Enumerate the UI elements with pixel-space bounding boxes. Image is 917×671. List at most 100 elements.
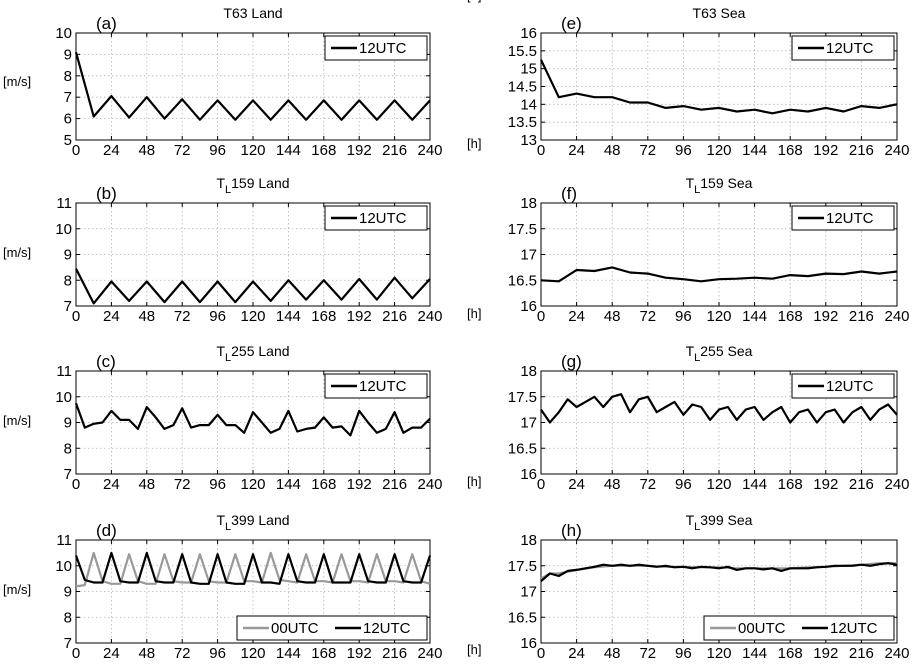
title-prefix: T [686, 512, 695, 528]
chart-panel-8: 0 24 48 72 96 120 144 168 192 216 240 16 16.5 17 17.5 1… [467, 512, 910, 662]
legend: 00UTC 12UTC [236, 615, 428, 641]
x-tick-label: 96 [675, 645, 692, 662]
legend-entry: 12UTC [359, 210, 407, 227]
title-subscript: L [694, 352, 700, 364]
x-tick-label: 24 [568, 308, 585, 325]
chart-panel-2: 0 24 48 72 96 120 144 168 192 216 240 7 8 9 10 11 TL159 … [3, 175, 443, 325]
x-tick-label: 0 [72, 645, 80, 662]
y-tick-label: 7 [64, 298, 72, 315]
x-tick-label: 0 [537, 476, 545, 493]
x-tick-label: 240 [884, 142, 909, 159]
x-tick-label: 24 [103, 142, 120, 159]
y-tick-label: 8 [64, 609, 72, 626]
y-tick-label: 9 [64, 415, 72, 432]
x-tick-label: 120 [240, 476, 265, 493]
x-tick-label: 48 [138, 142, 155, 159]
y-tick-label: 16 [520, 298, 537, 315]
series-line-12utc [74, 551, 432, 585]
x-tick-label: 192 [347, 142, 372, 159]
x-axis-label: [h] [467, 136, 481, 151]
x-tick-label: 144 [742, 645, 767, 662]
title-rest: 159 Land [231, 175, 289, 191]
panel-title: TL399 Sea [686, 512, 753, 533]
chart-panel-4: 0 24 48 72 96 120 144 168 192 216 2407891011TL399 … [3, 0, 481, 662]
title-rest: 399 Land [231, 512, 289, 528]
legend-entry: 12UTC [359, 378, 407, 395]
y-tick-label: 11 [56, 532, 72, 549]
x-tick-label: 120 [706, 645, 731, 662]
x-tick-label: 192 [813, 308, 838, 325]
y-tick-label: 16.5 [508, 272, 537, 289]
x-tick-label: 240 [884, 645, 909, 662]
title-rest: 159 Sea [700, 175, 752, 191]
x-tick-label: 144 [742, 142, 767, 159]
y-axis-label: [m/s] [3, 245, 31, 260]
x-tick-label: 144 [742, 308, 767, 325]
x-tick-label: 0 [537, 645, 545, 662]
legend-entry: 12UTC [826, 378, 874, 395]
chart-panel-6: 0 24 48 72 96 120 144 168 192 216 240 16 16.5 17 17.5 1… [467, 175, 910, 325]
y-tick-label: 10 [55, 389, 72, 406]
x-tick-label: 192 [813, 645, 838, 662]
y-tick-label: 15.5 [508, 43, 537, 60]
x-axis-label: [h] [467, 306, 481, 321]
x-tick-label: 216 [849, 476, 874, 493]
x-tick-label: 168 [778, 476, 803, 493]
x-tick-label: 24 [103, 645, 120, 662]
y-tick-label: 7 [64, 635, 72, 652]
x-tick-label: 72 [639, 308, 656, 325]
x-tick-label: 72 [174, 476, 191, 493]
title-rest: T63 Land [223, 5, 282, 21]
title-subscript: L [225, 521, 231, 533]
y-tick-label: 14 [520, 96, 537, 113]
y-tick-label: 10 [55, 25, 72, 42]
y-tick-label: 16 [520, 635, 537, 652]
panel-label: (d) [96, 521, 117, 540]
title-rest: T63 Sea [693, 5, 746, 21]
title-prefix: T [216, 343, 225, 359]
x-axis-label: [h] [467, 642, 481, 657]
y-tick-label: 11 [56, 195, 72, 212]
panel-title: TL399 Land [216, 512, 289, 533]
panel-label: (h) [561, 521, 582, 540]
x-tick-label: 72 [174, 308, 191, 325]
title-rest: 399 Sea [700, 512, 752, 528]
title-prefix: T [686, 175, 695, 191]
x-tick-label: 240 [417, 476, 442, 493]
x-tick-label: 24 [103, 476, 120, 493]
x-tick-label: 72 [174, 142, 191, 159]
x-tick-label: 72 [174, 645, 191, 662]
y-axis-label: [m/s] [3, 74, 31, 89]
series-line-12utc [540, 266, 898, 283]
x-tick-label: 216 [849, 645, 874, 662]
panel-title: T63 Sea [693, 5, 746, 21]
x-tick-label: 120 [240, 645, 265, 662]
y-tick-label: 9 [64, 46, 72, 63]
y-tick-label: 18 [520, 363, 537, 380]
panel-label: (b) [96, 184, 117, 203]
x-tick-label: 240 [884, 476, 909, 493]
legend-entry: 12UTC [826, 210, 874, 227]
chart-panel-7: 0 24 48 72 96 120 144 168 192 216 240 16 16.5 17 17.5 1… [467, 343, 910, 493]
x-tick-label: 24 [568, 476, 585, 493]
x-tick-label: 96 [675, 308, 692, 325]
panel-title: TL255 Sea [686, 343, 753, 364]
x-tick-label: 216 [382, 308, 407, 325]
y-tick-label: 16 [520, 25, 537, 42]
x-tick-label: 72 [639, 142, 656, 159]
y-tick-label: 18 [520, 532, 537, 549]
panel-label: (a) [96, 14, 117, 33]
y-tick-label: 11 [56, 363, 72, 380]
legend-entry: 12UTC [359, 40, 407, 57]
panel-title: TL159 Land [216, 175, 289, 196]
x-tick-label: 192 [813, 142, 838, 159]
x-tick-label: 120 [706, 142, 731, 159]
y-tick-label: 16 [520, 466, 537, 483]
x-tick-label: 0 [72, 142, 80, 159]
series-line-12utc [540, 393, 898, 424]
y-tick-label: 8 [64, 440, 72, 457]
x-tick-label: 144 [276, 308, 301, 325]
x-tick-label: 72 [639, 645, 656, 662]
chart-panel-1: 0 24 48 72 96 120 144 168 192 216 240 5 6 7 8 9 10 T63 La… [3, 5, 443, 159]
x-axis-label: [h] [467, 474, 481, 489]
